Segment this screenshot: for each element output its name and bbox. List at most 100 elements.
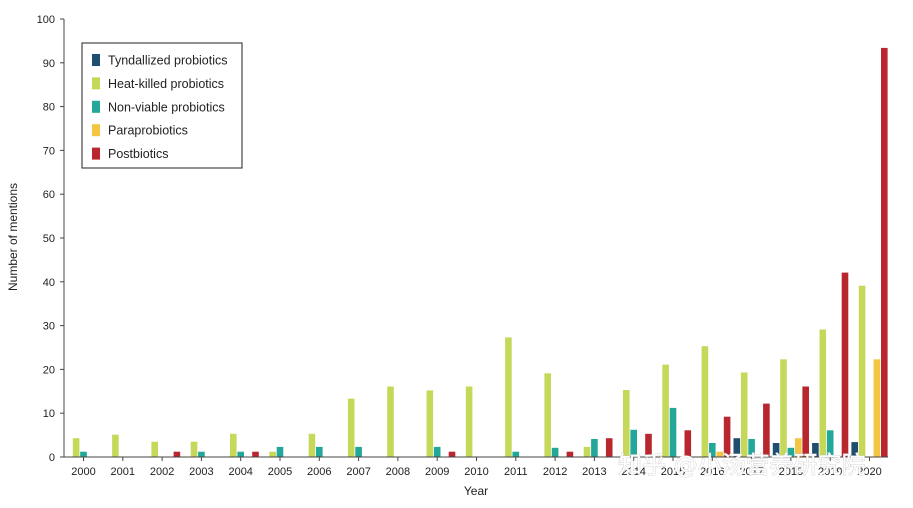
bar-heat-killed-probiotics-2018 [780,359,787,457]
bar-non-viable-probiotics-2013 [591,439,598,457]
bar-non-viable-probiotics-2018 [787,447,795,457]
bar-non-viable-probiotics-2015 [669,407,677,457]
x-tick-label-2017: 2017 [739,466,763,478]
bar-heat-killed-probiotics-2015 [662,364,669,457]
y-tick-label-10: 10 [43,408,55,420]
legend-swatch-3 [92,124,100,137]
bar-non-viable-probiotics-2017 [748,439,755,457]
x-tick-label-2015: 2015 [661,466,685,478]
bar-tyndallized-probiotics-2017 [733,438,741,457]
bar-postbiotics-2015 [684,430,692,457]
y-tick-label-20: 20 [43,364,55,376]
legend-label-4: Postbiotics [108,147,168,161]
x-tick-label-2013: 2013 [582,466,606,478]
bar-non-viable-probiotics-2009 [433,446,441,457]
bar-non-viable-probiotics-2011 [512,451,520,457]
y-tick-label-50: 50 [43,233,55,245]
bar-heat-killed-probiotics-2020 [858,285,866,457]
x-tick-label-2011: 2011 [504,466,528,478]
x-tick-label-2010: 2010 [464,466,488,478]
x-tick-label-2016: 2016 [700,466,724,478]
bar-postbiotics-2016 [723,416,731,457]
bar-heat-killed-probiotics-2016 [701,346,709,457]
bar-postbiotics-2004 [252,451,259,457]
legend-label-0: Tyndallized probiotics [108,54,228,68]
bar-tyndallized-probiotics-2018 [772,443,780,457]
bar-heat-killed-probiotics-2006 [308,433,316,457]
bar-non-viable-probiotics-2016 [709,443,716,457]
bar-heat-killed-probiotics-2005 [269,451,276,457]
x-tick-label-2005: 2005 [268,466,292,478]
ticks-group: 0 10 20 30 40 50 60 70 80 90 100 2000 2001 2002 2003 20… [37,14,882,478]
bar-heat-killed-probiotics-2002 [151,441,158,457]
bar-heat-killed-probiotics-2014 [623,390,630,457]
bar-heat-killed-probiotics-2019 [819,329,827,457]
bar-postbiotics-2018 [802,386,809,457]
y-tick-label-100: 100 [37,14,55,26]
bar-non-viable-probiotics-2007 [355,446,362,457]
x-tick-label-2002: 2002 [150,466,174,478]
x-tick-label-2020: 2020 [857,466,881,478]
bar-postbiotics-2014 [645,433,652,457]
x-tick-label-2008: 2008 [386,466,410,478]
bar-postbiotics-2012 [566,451,574,457]
x-tick-label-2009: 2009 [425,466,449,478]
bar-paraprobiotics-2020 [873,359,881,457]
x-tick-label-2012: 2012 [543,466,567,478]
bar-postbiotics-2020 [881,47,888,458]
bar-heat-killed-probiotics-2001 [112,434,119,457]
bar-heat-killed-probiotics-2004 [230,433,237,457]
y-tick-label-40: 40 [43,277,55,289]
bar-postbiotics-2013 [605,438,613,457]
bar-postbiotics-2019 [841,272,849,457]
bar-non-viable-probiotics-2012 [551,447,559,457]
bar-non-viable-probiotics-2000 [80,451,87,457]
bar-heat-killed-probiotics-2008 [387,386,394,457]
legend-swatch-4 [92,147,100,160]
x-tick-label-2007: 2007 [346,466,370,478]
legend-swatch-2 [92,100,100,113]
bar-heat-killed-probiotics-2013 [583,446,591,457]
legend-label-2: Non-viable probiotics [108,100,225,114]
bar-postbiotics-2009 [448,451,456,457]
legend-label-1: Heat-killed probiotics [108,77,224,91]
bar-non-viable-probiotics-2004 [237,451,244,457]
x-tick-label-2003: 2003 [189,466,213,478]
bar-heat-killed-probiotics-2011 [505,337,512,457]
x-axis-title: Year [464,484,488,498]
bar-non-viable-probiotics-2019 [826,430,834,457]
legend-box [81,42,243,169]
x-tick-label-2019: 2019 [818,466,842,478]
legend: Tyndallized probiotics Heat-killed probio… [81,42,243,169]
x-tick-label-2000: 2000 [71,466,95,478]
legend-swatch-0 [92,54,100,66]
y-tick-label-0: 0 [49,452,55,464]
y-tick-label-80: 80 [43,102,55,114]
x-tick-label-2014: 2014 [621,466,645,478]
legend-swatch-1 [92,77,100,90]
bar-paraprobiotics-2018 [795,438,802,457]
y-tick-label-30: 30 [43,321,55,333]
x-tick-label-2006: 2006 [307,466,331,478]
watermark: 知乎 @小汤营养研究院 [618,451,866,479]
y-tick-label-70: 70 [43,145,55,157]
bar-tyndallized-probiotics-2020 [851,442,858,457]
y-tick-label-60: 60 [43,189,55,201]
bar-heat-killed-probiotics-2003 [190,441,198,457]
bar-non-viable-probiotics-2006 [316,446,323,457]
bar-non-viable-probiotics-2003 [198,451,205,457]
bar-paraprobiotics-2016 [716,451,723,457]
y-axis-title: Number of mentions [6,183,20,291]
bar-heat-killed-probiotics-2010 [465,386,473,457]
bar-heat-killed-probiotics-2000 [72,438,80,457]
x-tick-label-2001: 2001 [111,466,135,478]
bar-heat-killed-probiotics-2007 [347,398,355,457]
x-tick-label-2004: 2004 [228,466,252,478]
bar-postbiotics-2017 [763,403,770,457]
bar-heat-killed-probiotics-2009 [426,390,434,457]
y-tick-label-90: 90 [43,58,55,70]
legend-label-3: Paraprobiotics [108,124,188,138]
bar-non-viable-probiotics-2005 [276,446,284,457]
